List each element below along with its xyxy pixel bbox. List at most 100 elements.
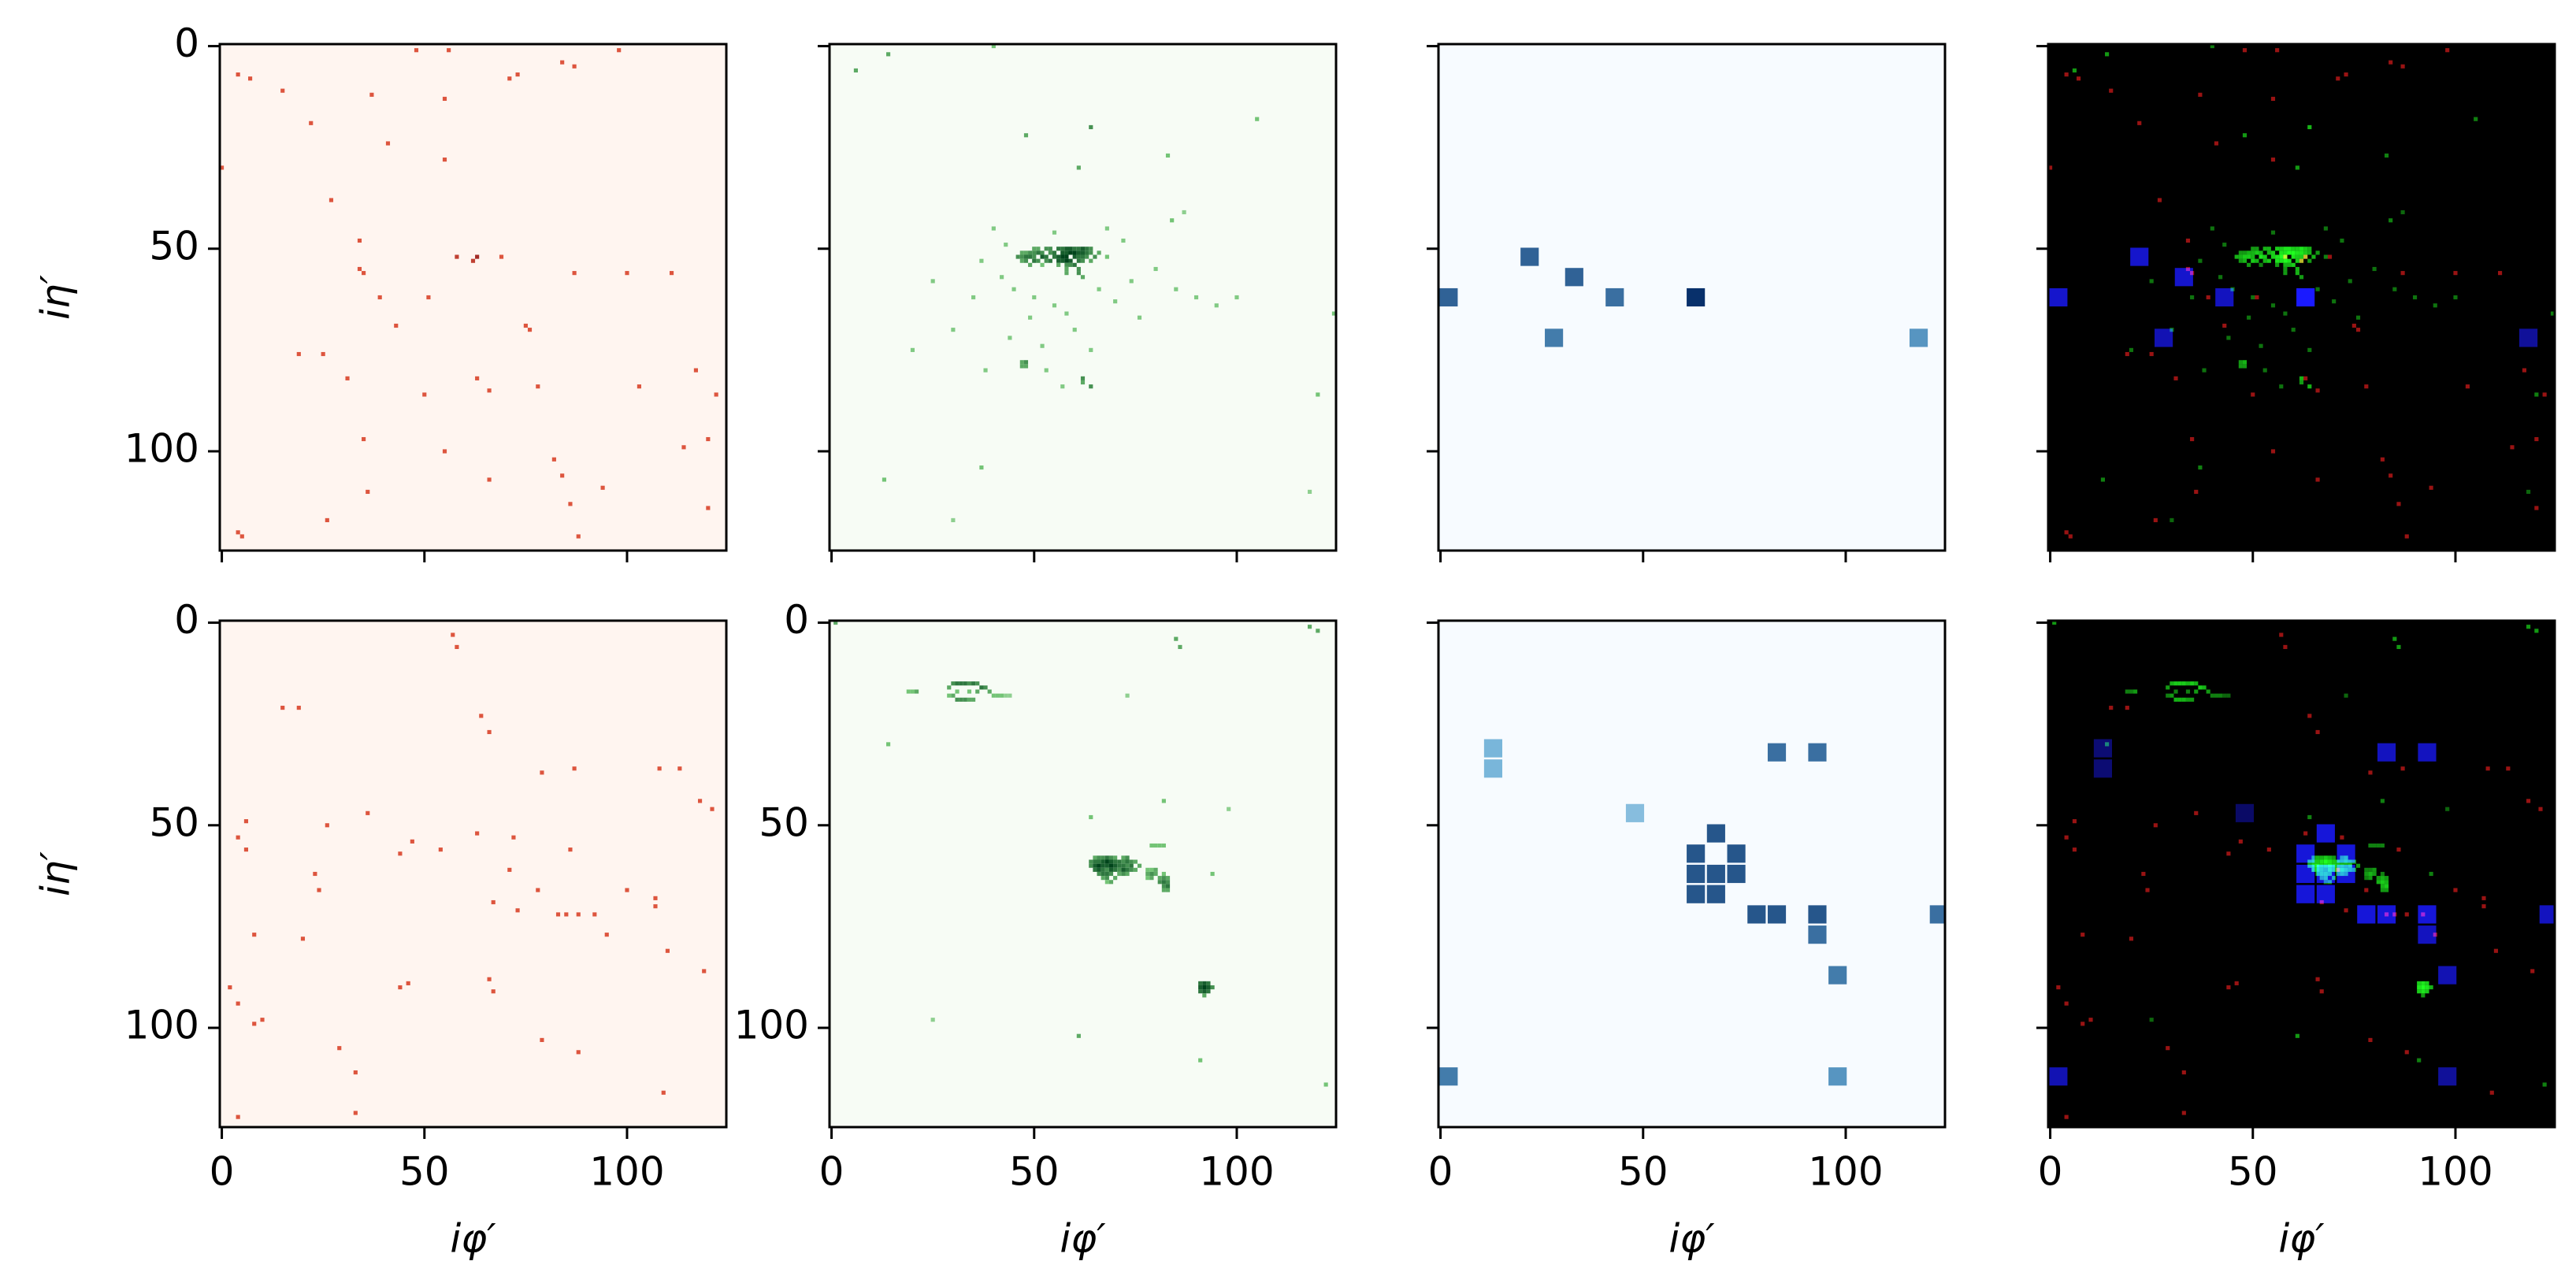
cell	[2270, 303, 2276, 308]
cell	[451, 632, 455, 637]
cell	[1331, 311, 1336, 316]
cell	[2170, 693, 2174, 698]
cell	[2340, 835, 2344, 840]
cell	[475, 376, 480, 380]
cell	[2332, 859, 2337, 864]
cell	[1828, 966, 1847, 985]
cell	[1044, 368, 1049, 373]
cell	[2400, 64, 2405, 69]
cell	[2303, 831, 2308, 836]
cell	[2129, 689, 2134, 694]
cell	[1089, 250, 1093, 255]
channel	[2048, 48, 2547, 539]
cell	[693, 368, 698, 373]
cell	[1060, 250, 1065, 255]
cell	[321, 351, 325, 357]
cell	[527, 328, 533, 332]
cell	[1161, 880, 1166, 885]
cell	[353, 1070, 358, 1075]
cell	[1072, 262, 1077, 267]
cell	[2275, 247, 2280, 251]
cell	[2194, 489, 2199, 494]
cell	[366, 810, 370, 815]
cell	[1085, 247, 1089, 251]
cell	[971, 681, 976, 686]
cell	[1052, 230, 1057, 235]
cell	[2226, 693, 2231, 698]
x-tick-label: 0	[819, 1149, 844, 1195]
cell	[2296, 844, 2315, 863]
cell	[653, 904, 658, 909]
cell	[2327, 855, 2333, 860]
cell	[979, 465, 984, 470]
cell	[1019, 364, 1024, 369]
cell	[252, 1022, 257, 1026]
cell	[2364, 876, 2369, 881]
cell	[1210, 985, 1215, 990]
cell	[1097, 867, 1101, 872]
cell	[2279, 254, 2284, 259]
cell	[1080, 275, 1086, 280]
x-tick-label: 50	[399, 1149, 450, 1195]
cell	[1040, 262, 1045, 267]
cell	[1085, 250, 1089, 255]
cell	[2170, 517, 2174, 522]
cell	[1011, 287, 1016, 291]
cell	[2181, 1070, 2186, 1075]
cell	[1174, 287, 1179, 291]
cell	[2130, 247, 2149, 266]
cell	[1113, 863, 1118, 868]
cell	[617, 48, 622, 53]
cell	[2080, 933, 2085, 937]
cell	[2307, 714, 2312, 718]
cell	[2355, 863, 2361, 868]
cell	[2307, 347, 2312, 352]
cell	[2181, 1111, 2186, 1115]
cell	[1060, 254, 1065, 259]
cell	[600, 485, 605, 490]
subplot	[2036, 43, 2556, 562]
cell	[1121, 871, 1126, 877]
cell	[2190, 681, 2195, 686]
cell	[1076, 165, 1081, 170]
cell	[971, 295, 976, 300]
cell	[2218, 693, 2223, 698]
cell	[1125, 859, 1130, 864]
cell	[2153, 823, 2158, 828]
cell	[1104, 880, 1109, 885]
cell	[2344, 908, 2348, 913]
cell	[2242, 48, 2248, 53]
cell	[1052, 250, 1057, 255]
cell	[2048, 165, 2053, 170]
cell	[979, 258, 984, 263]
subplot: 0 50 100 iη′	[33, 20, 728, 562]
cell	[487, 729, 492, 735]
cell	[2105, 52, 2110, 57]
cell	[353, 1111, 358, 1115]
cell	[1028, 254, 1033, 259]
cell	[2380, 880, 2385, 885]
cell	[2344, 72, 2348, 77]
cell	[2255, 247, 2259, 251]
cell	[487, 388, 492, 393]
cell	[455, 254, 459, 259]
image	[2048, 621, 2555, 1127]
cell	[1064, 247, 1069, 251]
cell	[1198, 989, 1203, 994]
cell	[1004, 243, 1008, 247]
y-axis-label: iη′	[33, 851, 79, 896]
cell	[2465, 384, 2470, 389]
cell	[1056, 258, 1061, 263]
y-tick-label: 50	[149, 223, 199, 269]
cell	[1193, 295, 1199, 300]
cell	[2380, 457, 2385, 462]
cell	[2242, 360, 2248, 365]
cell	[2064, 1001, 2069, 1006]
cell	[1108, 859, 1114, 864]
cell	[2238, 250, 2243, 255]
cell	[2376, 876, 2381, 881]
cell	[1767, 905, 1787, 924]
cell	[1108, 880, 1114, 885]
cell	[1023, 133, 1029, 138]
